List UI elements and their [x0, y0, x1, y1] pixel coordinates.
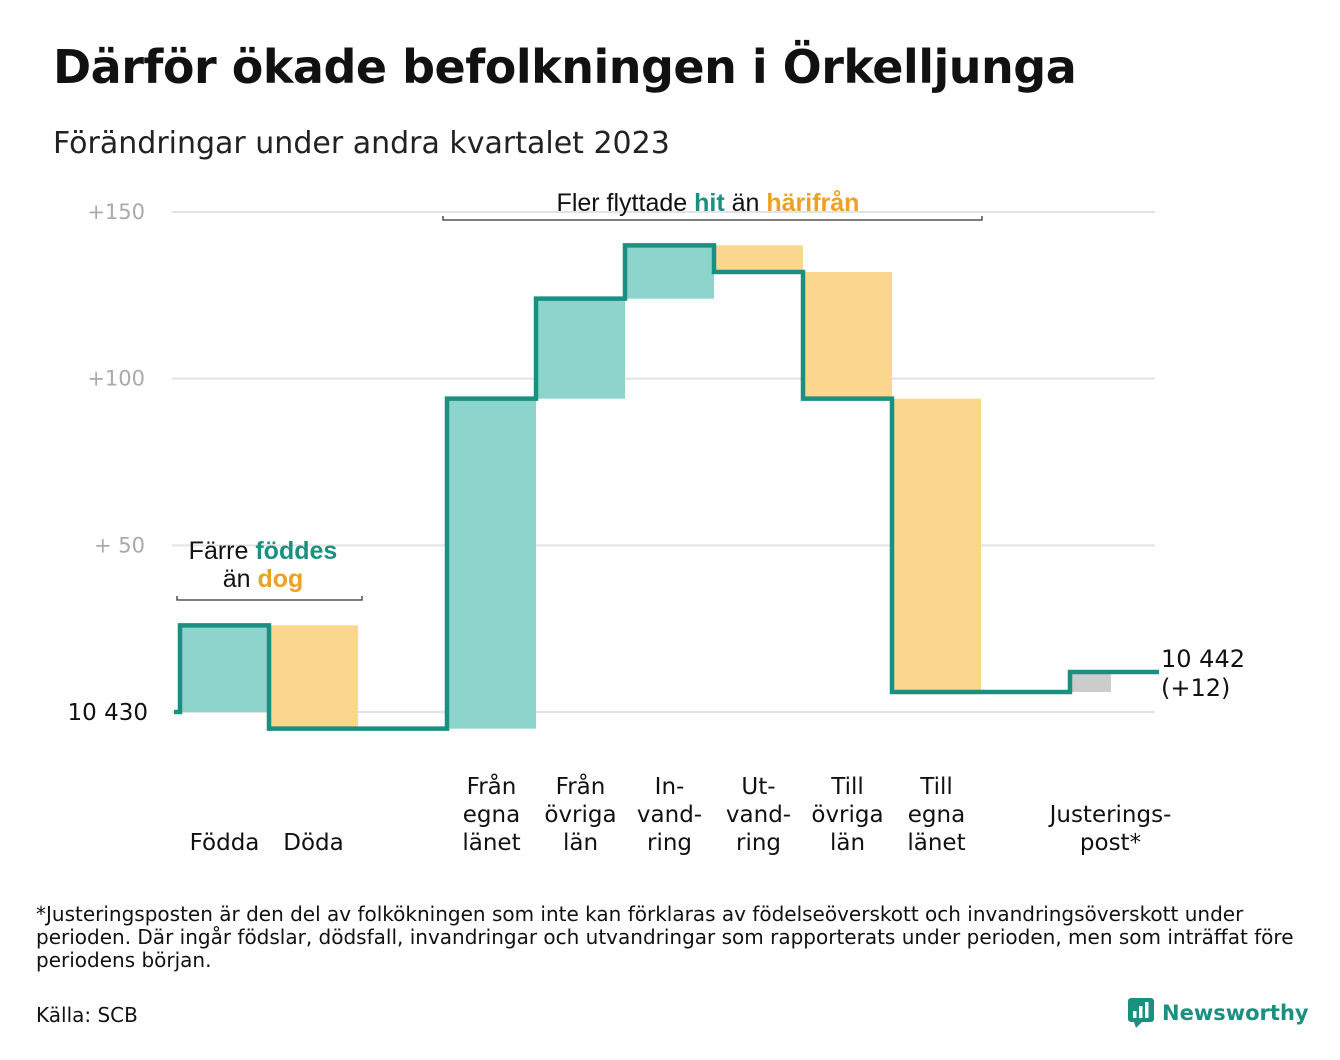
category-label-utvandring: ring: [736, 830, 781, 856]
category-label-till-egna: egna: [908, 802, 965, 828]
bar-fran-egna: [447, 398, 536, 729]
bar-doda: [269, 625, 358, 729]
end-value-label: 10 442: [1161, 645, 1245, 673]
category-label-till-ovriga: län: [830, 830, 865, 856]
category-label-invandring: In-: [655, 774, 685, 800]
bar-till-ovriga: [803, 272, 892, 399]
category-label-justering: post*: [1080, 830, 1141, 856]
annotation-migration-part: än: [725, 189, 767, 217]
cumulative-line: [174, 243, 1159, 731]
annotation-births-part: föddes: [255, 537, 337, 565]
category-label-till-egna: länet: [907, 830, 965, 856]
y-tick-label: + 50: [94, 533, 145, 557]
annotation-births-2-part: än: [223, 565, 258, 593]
bar-justering: [1070, 672, 1111, 692]
newsworthy-logo-icon: [1128, 998, 1154, 1028]
category-label-fran-ovriga: län: [563, 830, 598, 856]
end-change-label: (+12): [1161, 674, 1230, 702]
source-note: Källa: SCB: [36, 1003, 138, 1027]
bar-utvandring: [714, 245, 803, 272]
category-label-invandring: ring: [647, 830, 692, 856]
category-label-fodda: Födda: [190, 830, 260, 856]
annotation-migration-part: härifrån: [766, 189, 859, 217]
bracket-migration: [442, 216, 983, 221]
bar-invandring: [625, 245, 714, 299]
annotation-migration: Fler flyttade hit än härifrån: [557, 189, 860, 217]
bracket-births: [176, 596, 363, 601]
base-value-label: 10 430: [68, 700, 148, 726]
annotation-migration-part: Fler flyttade: [557, 189, 695, 217]
annotation-migration-part: hit: [694, 189, 725, 217]
category-label-fran-egna: egna: [463, 802, 520, 828]
category-label-doda: Döda: [283, 830, 343, 856]
footnote: *Justeringsposten är den del av folkökni…: [36, 902, 1294, 972]
y-tick-label: +100: [87, 367, 145, 391]
category-label-fran-ovriga: övriga: [544, 802, 616, 828]
category-label-fran-egna: Från: [467, 772, 517, 800]
brand-logo: Newsworthy: [1128, 996, 1309, 1030]
y-tick-label: +150: [87, 200, 145, 224]
category-label-till-ovriga: Till: [830, 774, 864, 800]
category-label-utvandring: Ut-: [741, 774, 775, 800]
category-label-till-egna: Till: [919, 774, 953, 800]
annotation-births: Färre föddes: [189, 537, 338, 565]
annotation-births-part: Färre: [189, 537, 256, 565]
chart-title: Därför ökade befolkningen i Örkelljunga: [53, 40, 1077, 94]
category-label-justering: Justerings-: [1048, 802, 1172, 828]
category-label-invandring: vand-: [637, 802, 702, 828]
bar-fran-ovriga: [536, 298, 625, 399]
annotation-births-2: än dog: [223, 565, 304, 593]
bar-till-egna: [892, 398, 981, 692]
annotation-births-2-part: dog: [257, 565, 303, 593]
category-label-utvandring: vand-: [726, 802, 791, 828]
chart-subtitle: Förändringar under andra kvartalet 2023: [53, 126, 670, 161]
category-label-fran-egna: länet: [462, 830, 520, 856]
category-label-till-ovriga: övriga: [811, 802, 883, 828]
bar-fodda: [180, 625, 269, 712]
category-label-fran-ovriga: Från: [556, 772, 606, 800]
brand-name: Newsworthy: [1162, 1001, 1309, 1025]
